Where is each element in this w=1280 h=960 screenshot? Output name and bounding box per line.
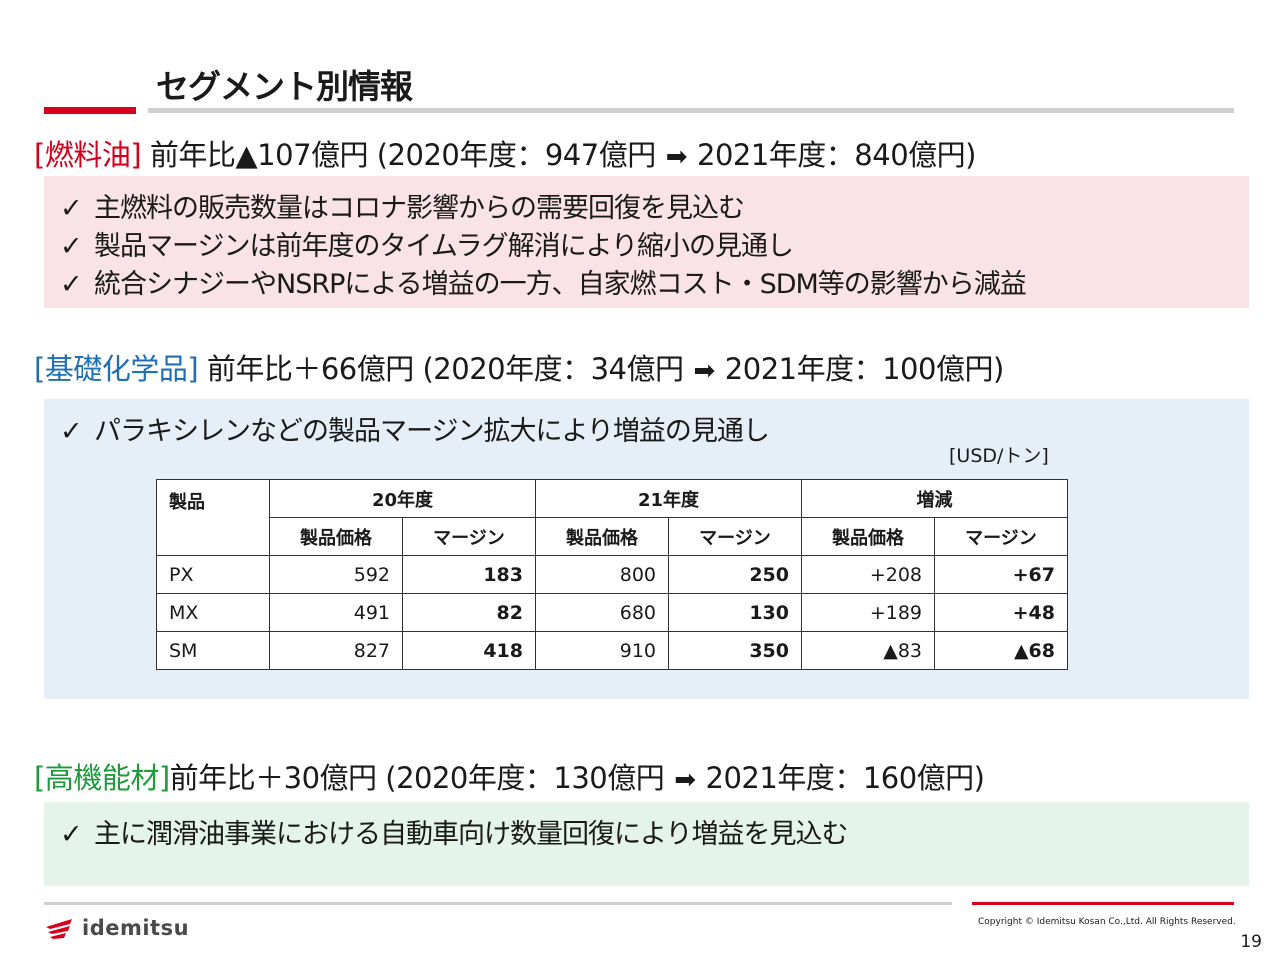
bullet-item: ✓ 主燃料の販売数量はコロナ影響からの需要回復を見込む [60, 193, 745, 224]
basic-chemicals-heading: [基礎化学品] 前年比＋66億円 (2020年度：34億円 ➡ 2021年度：100… [34, 346, 1004, 388]
table-cell: 130 [668, 593, 802, 632]
group-header: 20年度 [269, 479, 536, 518]
table-corner-header: 製品 [156, 479, 270, 556]
company-logo: idemitsu [44, 915, 189, 941]
sub-header: マージン [402, 517, 536, 556]
table-cell: +48 [934, 593, 1068, 632]
sub-header: マージン [668, 517, 802, 556]
table-cell: ▲68 [934, 631, 1068, 670]
right-arrow-icon: ➡ [674, 765, 696, 795]
product-margin-table: 製品 20年度 21年度 増減 製品価格 マージン 製品価格 マージン 製品価格… [156, 479, 1068, 670]
table-cell: 800 [535, 555, 669, 594]
bullet-item: ✓ パラキシレンなどの製品マージン拡大により増益の見通し [60, 416, 770, 447]
check-icon: ✓ [60, 193, 83, 224]
bullet-item: ✓ 主に潤滑油事業における自動車向け数量回復により増益を見込む [60, 819, 848, 850]
basic-chemicals-summary-a: 前年比＋66億円 (2020年度：34億円 [198, 352, 684, 386]
basic-chemicals-panel: ✓ パラキシレンなどの製品マージン拡大により増益の見通し [USD/トン] 製品 … [44, 399, 1249, 699]
functional-materials-tag: [高機能材] [34, 761, 170, 795]
bullet-item: ✓ 製品マージンは前年度のタイムラグ解消により縮小の見通し [60, 231, 794, 262]
right-arrow-icon: ➡ [693, 356, 716, 386]
table-cell: 183 [402, 555, 536, 594]
title-accent-bar [44, 107, 136, 114]
fuel-oil-panel: ✓ 主燃料の販売数量はコロナ影響からの需要回復を見込む ✓ 製品マージンは前年度のタ… [44, 176, 1249, 308]
check-icon: ✓ [60, 231, 83, 262]
group-header: 21年度 [535, 479, 802, 518]
sub-header: 製品価格 [535, 517, 669, 556]
table-cell: 827 [269, 631, 403, 670]
table-cell: 350 [668, 631, 802, 670]
check-icon: ✓ [60, 269, 83, 300]
product-cell: PX [156, 555, 270, 594]
page-number: 19 [1240, 932, 1262, 952]
table-cell: 250 [668, 555, 802, 594]
functional-materials-panel: ✓ 主に潤滑油事業における自動車向け数量回復により増益を見込む [44, 802, 1249, 886]
table-cell: 491 [269, 593, 403, 632]
fuel-oil-summary-b: 2021年度：840億円) [697, 138, 976, 172]
table-cell: 418 [402, 631, 536, 670]
unit-label: [USD/トン] [949, 445, 1049, 467]
idemitsu-logo-icon [46, 919, 72, 939]
table-row: PX 592 183 800 250 +208 +67 [156, 555, 1068, 594]
table-cell: 592 [269, 555, 403, 594]
right-arrow-icon: ➡ [665, 142, 688, 172]
functional-materials-summary-a: 前年比＋30億円 (2020年度：130億円 [169, 761, 665, 795]
copyright-notice: Copyright © Idemitsu Kosan Co.,Ltd. All … [978, 917, 1236, 927]
functional-materials-summary-b: 2021年度：160億円) [705, 761, 985, 795]
fuel-oil-tag: [燃料油] [34, 138, 142, 172]
sub-header: 製品価格 [801, 517, 935, 556]
product-cell: SM [156, 631, 270, 670]
table-cell: 82 [402, 593, 536, 632]
table-cell: 910 [535, 631, 669, 670]
basic-chemicals-tag: [基礎化学品] [34, 352, 199, 386]
table-cell: +208 [801, 555, 935, 594]
logo-text: idemitsu [82, 916, 190, 940]
fuel-oil-summary-a: 前年比▲107億円 (2020年度：947億円 [141, 138, 656, 172]
functional-materials-heading: [高機能材]前年比＋30億円 (2020年度：130億円 ➡ 2021年度：160億… [34, 755, 985, 797]
bullet-item: ✓ 統合シナジーやNSRPによる増益の一方、自家燃コスト・SDM等の影響から減益 [60, 269, 1027, 300]
sub-header: 製品価格 [269, 517, 403, 556]
basic-chemicals-summary-b: 2021年度：100億円) [724, 352, 1004, 386]
table-cell: ▲83 [801, 631, 935, 670]
check-icon: ✓ [60, 819, 83, 850]
fuel-oil-heading: [燃料油] 前年比▲107億円 (2020年度：947億円 ➡ 2021年度：840… [34, 132, 976, 174]
table-cell: 680 [535, 593, 669, 632]
title-divider [148, 108, 1234, 113]
table-row: SM 827 418 910 350 ▲83 ▲68 [156, 631, 1068, 670]
footer-accent-bar [972, 902, 1234, 905]
table-row: MX 491 82 680 130 +189 +48 [156, 593, 1068, 632]
product-cell: MX [156, 593, 270, 632]
table-cell: +189 [801, 593, 935, 632]
page-title: セグメント別情報 [156, 67, 413, 106]
table-cell: +67 [934, 555, 1068, 594]
sub-header: マージン [934, 517, 1068, 556]
group-header: 増減 [801, 479, 1068, 518]
footer-divider [44, 902, 952, 905]
check-icon: ✓ [60, 416, 83, 447]
